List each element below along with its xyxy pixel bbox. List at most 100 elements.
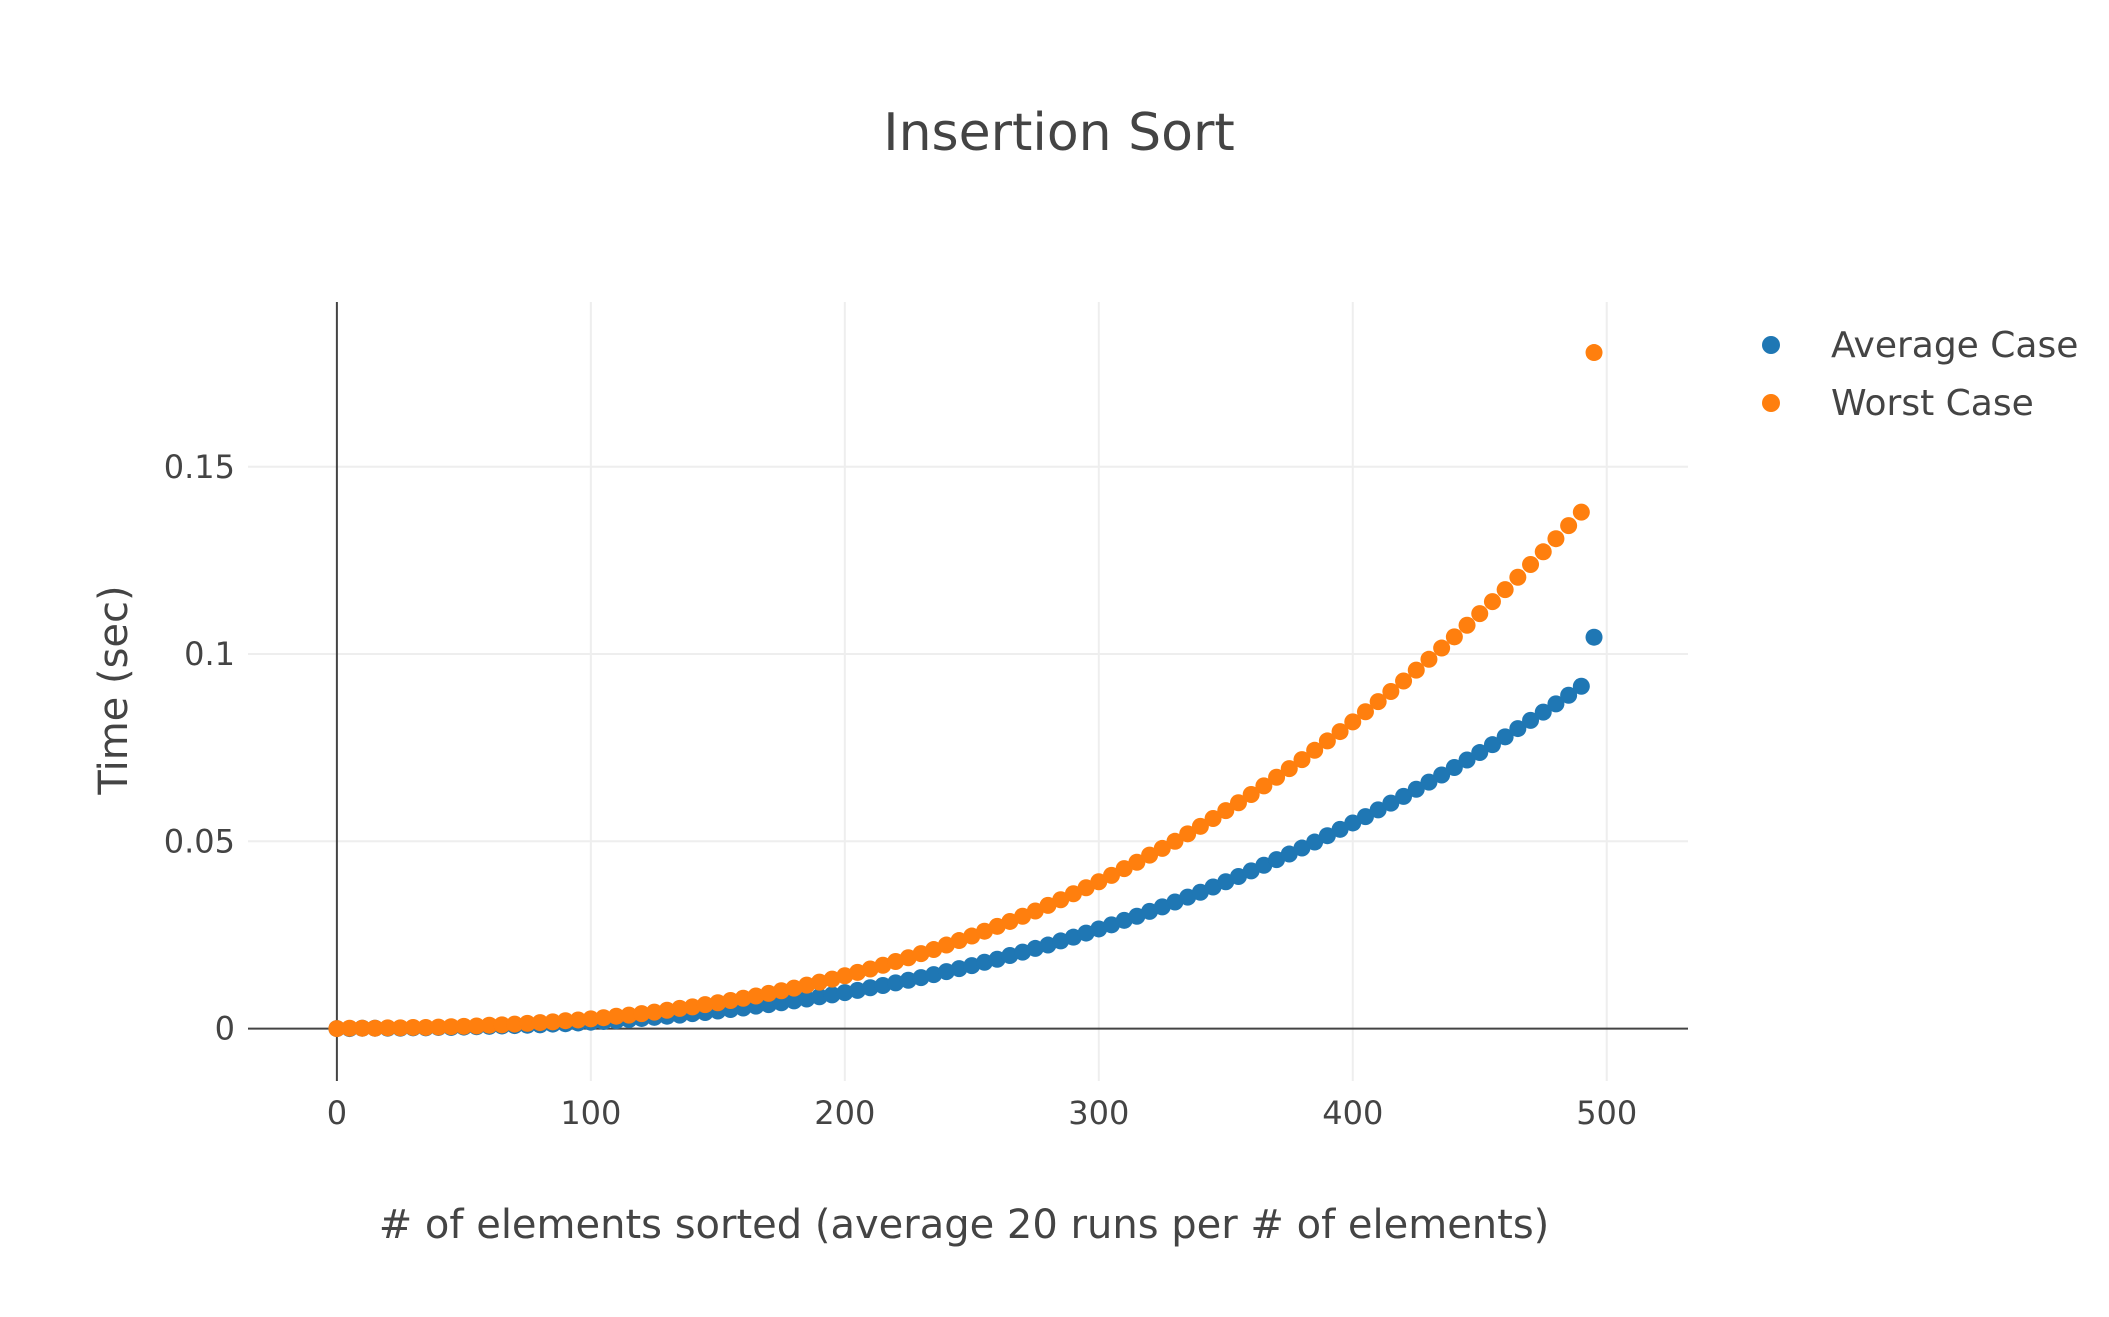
data-point — [1496, 581, 1514, 599]
legend[interactable]: Average Case Worst Case — [1762, 325, 2078, 424]
data-point — [671, 999, 689, 1017]
data-point — [1522, 556, 1540, 574]
data-point — [1217, 802, 1235, 820]
data-point — [1331, 820, 1349, 838]
data-point — [950, 960, 968, 978]
data-point — [1471, 605, 1489, 623]
data-point — [620, 1006, 638, 1024]
data-point — [1445, 759, 1463, 777]
x-axis-label: # of elements sorted (average 20 runs pe… — [379, 1202, 1550, 1248]
data-point — [1534, 703, 1552, 721]
data-point — [785, 992, 803, 1010]
data-point — [1293, 751, 1311, 769]
data-point — [1572, 677, 1590, 695]
data-point — [506, 1015, 524, 1033]
data-point — [1255, 856, 1273, 874]
data-point — [1483, 593, 1501, 611]
y-tick-label: 0 — [215, 1010, 235, 1048]
data-point — [455, 1017, 473, 1035]
data-point — [760, 984, 778, 1002]
data-point — [1229, 868, 1247, 886]
data-point — [1318, 827, 1336, 845]
data-point — [1356, 703, 1374, 721]
data-point — [429, 1018, 447, 1036]
data-point — [1560, 686, 1578, 704]
gridlines — [248, 302, 1688, 1081]
data-point — [556, 1012, 574, 1030]
data-point — [1306, 741, 1324, 759]
data-point — [747, 987, 765, 1005]
data-point — [1382, 683, 1400, 700]
x-tick-label: 500 — [1576, 1094, 1637, 1132]
data-point — [353, 1019, 371, 1037]
data-point — [937, 963, 955, 981]
data-point — [1268, 768, 1286, 786]
data-point — [1280, 760, 1298, 778]
data-point — [1268, 851, 1286, 869]
data-point — [569, 1011, 587, 1029]
chart-title: Insertion Sort — [883, 103, 1234, 163]
x-tick-label: 100 — [560, 1094, 621, 1132]
legend-item[interactable]: Average Case — [1762, 325, 2078, 366]
data-point — [404, 1018, 422, 1036]
y-tick-label: 0.15 — [164, 448, 235, 486]
y-axis-ticks: 0 0.05 0.1 0.15 — [164, 448, 235, 1048]
data-point — [1090, 873, 1108, 891]
y-tick-label: 0.1 — [184, 635, 235, 673]
data-point — [1077, 879, 1095, 897]
data-point — [442, 1018, 460, 1036]
data-point — [1547, 530, 1565, 548]
data-point — [709, 994, 727, 1012]
data-point — [1395, 787, 1413, 805]
data-point — [468, 1017, 486, 1035]
data-point — [531, 1014, 549, 1032]
data-point — [1204, 878, 1222, 896]
data-point — [582, 1010, 600, 1028]
data-point — [1420, 773, 1438, 791]
data-point — [1458, 616, 1476, 634]
data-point — [1331, 723, 1349, 741]
data-point — [658, 1001, 676, 1019]
data-point — [1407, 661, 1425, 679]
data-point — [1560, 517, 1578, 535]
legend-label: Worst Case — [1831, 383, 2034, 424]
data-point — [925, 966, 943, 984]
data-point — [328, 1020, 346, 1038]
data-point — [1128, 853, 1146, 871]
data-point — [861, 979, 879, 997]
data-point — [1471, 744, 1489, 762]
data-point — [1242, 862, 1260, 880]
data-point — [1229, 794, 1247, 812]
data-point — [1344, 713, 1362, 731]
data-point — [1458, 751, 1476, 769]
data-point — [1166, 832, 1184, 850]
data-point — [899, 971, 917, 989]
data-point — [341, 1019, 359, 1037]
data-point — [1369, 693, 1387, 711]
data-point — [391, 1019, 409, 1037]
data-point — [544, 1013, 562, 1031]
data-point — [772, 994, 790, 1012]
data-point — [683, 998, 701, 1016]
data-point — [1242, 785, 1260, 803]
data-point — [798, 976, 816, 994]
data-point — [1318, 732, 1336, 750]
data-point — [1407, 780, 1425, 798]
data-point — [1369, 801, 1387, 819]
y-tick-label: 0.05 — [164, 822, 235, 860]
data-point — [1141, 846, 1159, 864]
data-point — [1280, 845, 1298, 863]
data-point — [1001, 912, 1019, 930]
data-point — [1293, 839, 1311, 857]
data-point — [976, 953, 994, 971]
legend-item[interactable]: Worst Case — [1762, 383, 2034, 424]
x-tick-label: 300 — [1068, 1094, 1129, 1132]
data-point — [1585, 628, 1603, 646]
data-point — [1191, 817, 1209, 835]
data-point — [379, 1019, 397, 1037]
data-point — [645, 1003, 663, 1021]
data-point — [1382, 794, 1400, 812]
data-point — [366, 1019, 384, 1037]
data-point — [1395, 672, 1413, 690]
